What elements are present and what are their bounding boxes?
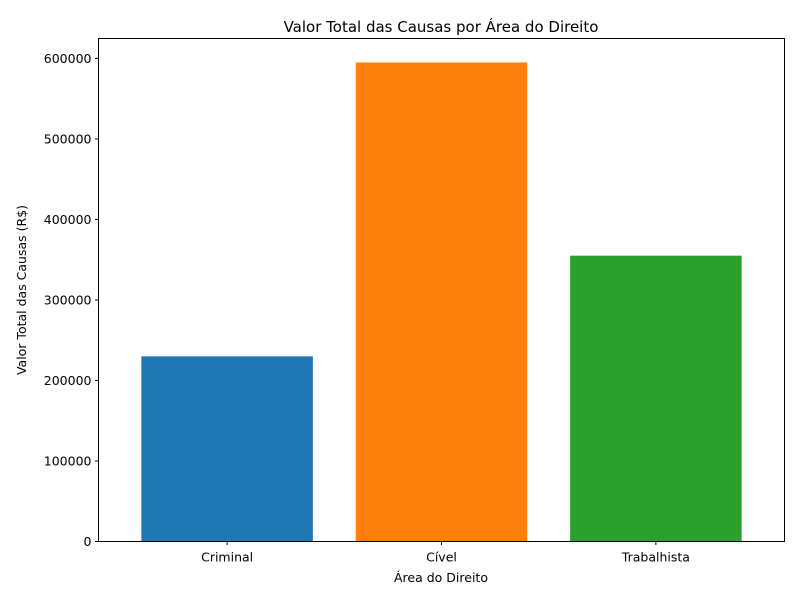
x-tick-label: Criminal [201,550,253,565]
bar-civel [355,62,528,542]
bar-trabalhista [570,255,742,542]
y-tick-label: 300000 [44,292,92,307]
y-tick-label: 400000 [44,212,92,227]
x-axis-ticks: Criminal Cível Trabalhista [201,541,690,565]
y-tick-label: 0 [84,534,92,549]
y-tick-label: 600000 [44,51,92,66]
y-axis-ticks: 0 100000 200000 300000 400000 500000 600000 [44,51,99,549]
x-tick-label: Trabalhista [621,550,690,565]
y-axis-label: Valor Total das Causas (R$) [14,205,29,375]
x-tick-label: Cível [426,550,457,565]
chart-title: Valor Total das Causas por Área do Direi… [284,17,599,36]
y-tick-label: 200000 [44,373,92,388]
y-tick-label: 500000 [44,131,92,146]
plot-frame [98,38,785,542]
bar-criminal [141,356,313,542]
bars-group [141,62,742,542]
y-tick-label: 100000 [44,453,92,468]
x-axis-label: Área do Direito [394,570,488,585]
